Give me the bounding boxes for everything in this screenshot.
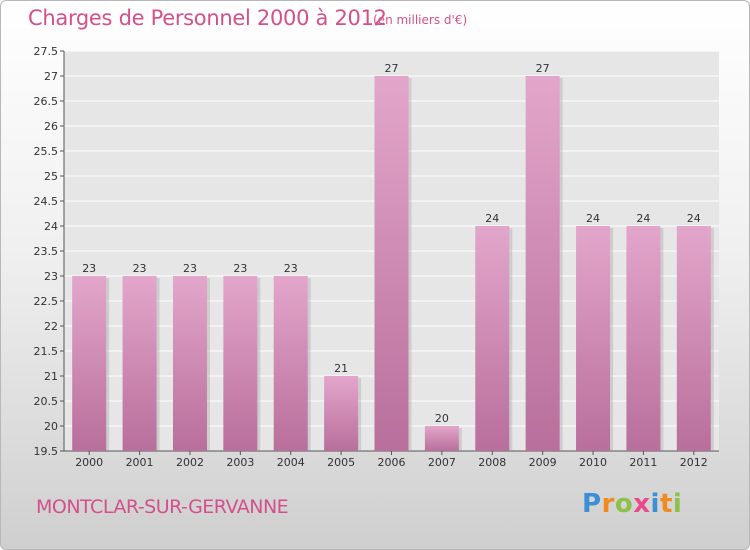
y-tick-label: 23.5: [34, 245, 59, 258]
bar-value-label: 23: [183, 262, 197, 275]
x-tick-label: 2004: [277, 456, 305, 469]
x-tick-label: 2005: [327, 456, 355, 469]
bar: [72, 276, 107, 451]
x-tick-label: 2008: [478, 456, 506, 469]
bar: [676, 226, 711, 451]
y-tick-label: 22: [44, 320, 58, 333]
x-tick-label: 2007: [428, 456, 456, 469]
x-tick-label: 2006: [378, 456, 406, 469]
bar: [475, 226, 510, 451]
bar-value-label: 24: [687, 212, 701, 225]
y-tick-label: 20: [44, 420, 58, 433]
chart-title: Charges de Personnel 2000 à 2012: [28, 6, 387, 30]
bar-value-label: 21: [334, 362, 348, 375]
bar: [122, 276, 157, 451]
y-tick-label: 27: [44, 70, 58, 83]
bar-value-label: 24: [485, 212, 499, 225]
x-tick-label: 2003: [226, 456, 254, 469]
x-tick-label: 2012: [680, 456, 708, 469]
y-tick-label: 20.5: [34, 395, 59, 408]
x-tick-label: 2000: [75, 456, 103, 469]
bar-value-label: 23: [233, 262, 247, 275]
y-tick-label: 24.5: [34, 195, 59, 208]
bar-value-label: 24: [636, 212, 650, 225]
x-tick-label: 2002: [176, 456, 204, 469]
y-tick-label: 19.5: [34, 445, 59, 458]
bar: [374, 76, 409, 451]
bar: [424, 426, 459, 451]
y-tick-label: 26: [44, 120, 58, 133]
bar: [172, 276, 207, 451]
y-tick-label: 24: [44, 220, 58, 233]
bar-value-label: 27: [536, 62, 550, 75]
y-tick-label: 21.5: [34, 345, 59, 358]
bar: [626, 226, 661, 451]
x-tick-label: 2010: [579, 456, 607, 469]
commune-name: MONTCLAR-SUR-GERVANNE: [36, 496, 289, 518]
bar-value-label: 23: [82, 262, 96, 275]
y-tick-label: 25: [44, 170, 58, 183]
bar-value-label: 23: [133, 262, 147, 275]
bar-value-label: 23: [284, 262, 298, 275]
x-tick-label: 2009: [529, 456, 557, 469]
y-tick-label: 21: [44, 370, 58, 383]
y-tick-label: 25.5: [34, 145, 59, 158]
y-tick-label: 23: [44, 270, 58, 283]
x-tick-label: 2011: [629, 456, 657, 469]
bar: [324, 376, 359, 451]
y-tick-label: 27.5: [34, 45, 59, 58]
unit-note: (en milliers d'€): [373, 13, 468, 27]
proxiti-logo: Proxiti: [582, 489, 683, 519]
bar-value-label: 20: [435, 412, 449, 425]
bar: [223, 276, 258, 451]
x-tick-label: 2001: [126, 456, 154, 469]
bar-value-label: 24: [586, 212, 600, 225]
bar-value-label: 27: [385, 62, 399, 75]
bar: [525, 76, 560, 451]
bar: [273, 276, 308, 451]
bar: [576, 226, 611, 451]
y-tick-label: 22.5: [34, 295, 59, 308]
y-tick-label: 26.5: [34, 95, 59, 108]
